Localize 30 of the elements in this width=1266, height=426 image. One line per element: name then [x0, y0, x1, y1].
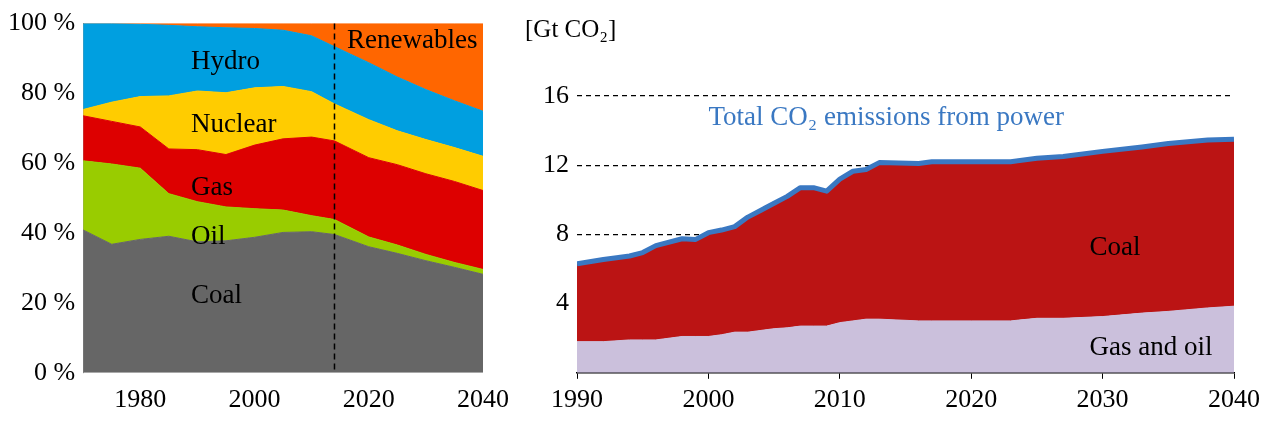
y-tick-label: 12	[543, 149, 569, 179]
series-label: Gas	[191, 170, 234, 201]
y-tick-label: 80 %	[20, 77, 76, 107]
series-label: Oil	[191, 219, 226, 250]
x-tick-label: 2000	[682, 384, 735, 414]
series-label: Coal	[1089, 231, 1141, 262]
series-label: Coal	[191, 279, 243, 310]
x-tick-label: 1990	[551, 384, 603, 414]
x-tick-label: 2020	[342, 384, 395, 414]
y-tick-label: 0 %	[33, 356, 76, 386]
x-tick-label: 2000	[228, 384, 281, 414]
x-tick-label: 1980	[114, 384, 167, 414]
y-tick-label: 8	[556, 218, 569, 248]
y-tick-label: 20 %	[20, 286, 76, 316]
x-tick-label: 2030	[1076, 384, 1129, 414]
y-tick-label: 60 %	[20, 147, 76, 177]
x-tick-label: 2020	[945, 384, 998, 414]
y-tick-label: 16	[543, 79, 569, 109]
x-tick-label: 2010	[813, 384, 866, 414]
series-label: Total CO₂ emissions from power	[708, 101, 1064, 132]
series-label: Hydro	[191, 45, 261, 76]
series-label: Gas and oil	[1089, 330, 1213, 361]
x-tick-label: 2040	[457, 384, 509, 414]
x-tick-label: 2040	[1208, 384, 1260, 414]
y-tick-label: 4	[556, 287, 569, 317]
y-axis-title: [Gt CO₂]	[525, 15, 617, 43]
y-tick-label: 40 %	[20, 216, 76, 246]
y-tick-label: 100 %	[7, 7, 76, 37]
series-label: Renewables	[347, 24, 478, 55]
series-label: Nuclear	[191, 107, 277, 138]
